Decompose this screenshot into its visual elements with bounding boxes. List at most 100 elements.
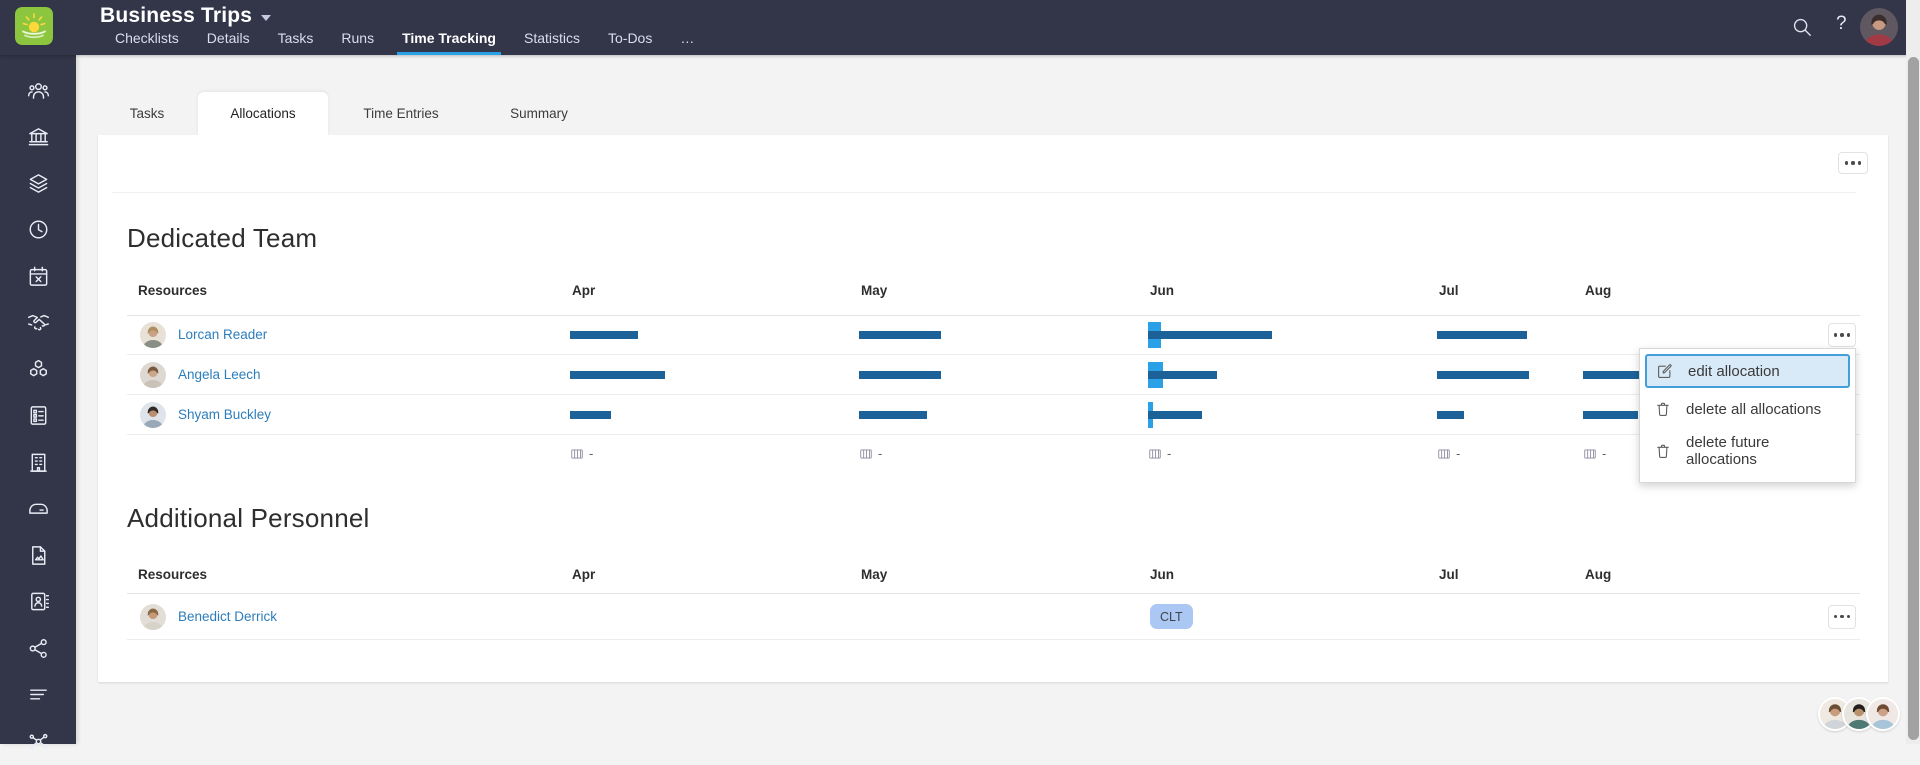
avatar[interactable] [140, 322, 166, 348]
tab-time-entries[interactable]: Time Entries [363, 106, 439, 121]
menu-item-delete-future-allocations[interactable]: delete future allocations [1640, 426, 1855, 476]
nav-tab-runs[interactable]: Runs [341, 30, 375, 46]
footer-total-value: - [589, 446, 594, 461]
clock-icon [27, 218, 50, 241]
allocation-bar[interactable] [859, 411, 927, 419]
footer-total-apr: - [570, 446, 593, 461]
avatar[interactable] [140, 362, 166, 388]
bank-icon [27, 125, 50, 148]
sidebar-item-car[interactable] [0, 486, 76, 533]
document-image-icon [27, 544, 50, 567]
allocation-bar[interactable] [1148, 371, 1217, 379]
allocation-bar[interactable] [1148, 331, 1272, 339]
column-header-jul: Jul [1439, 283, 1459, 298]
weeks-icon [1583, 447, 1597, 461]
app-logo-icon[interactable] [15, 7, 53, 45]
footer-total-jul: - [1437, 446, 1460, 461]
allocation-bar[interactable] [570, 411, 611, 419]
scrollbar[interactable] [1906, 0, 1920, 744]
trash-icon [1654, 442, 1672, 460]
avatar[interactable] [140, 603, 166, 630]
allocation-bar[interactable] [570, 331, 638, 339]
allocation-badge[interactable]: CLT [1150, 604, 1193, 629]
menu-item-label: edit allocation [1688, 362, 1780, 380]
resource-name-link[interactable]: Lorcan Reader [178, 327, 268, 342]
sidebar-item-handshake[interactable] [0, 300, 76, 347]
allocation-bar[interactable] [859, 371, 941, 379]
search-icon[interactable] [1791, 16, 1813, 43]
contacts-icon [27, 590, 50, 613]
chevron-down-icon [261, 15, 272, 21]
sidebar-item-people[interactable] [0, 67, 76, 114]
nav-tab-details[interactable]: Details [206, 30, 250, 46]
resource-name-link[interactable]: Angela Leech [178, 367, 261, 382]
resource-name-link[interactable]: Benedict Derrick [178, 608, 278, 624]
nav-tab-to-dos[interactable]: To-Dos [608, 30, 653, 46]
sidebar-item-share[interactable] [0, 625, 76, 672]
column-header-jun: Jun [1150, 567, 1175, 582]
project-title[interactable]: Business Trips [100, 4, 272, 28]
sidebar-item-calendar-x[interactable] [0, 253, 76, 300]
column-header-resources: Resources [138, 567, 208, 582]
building-icon [27, 451, 50, 474]
sidebar-item-network[interactable] [0, 718, 76, 765]
card-more-button[interactable] [1838, 152, 1868, 174]
allocation-bar[interactable] [859, 331, 941, 339]
sidebar-item-checklist[interactable] [0, 393, 76, 440]
help-icon[interactable]: ? [1836, 13, 1847, 34]
sidebar-item-contacts[interactable] [0, 579, 76, 626]
context-menu: edit allocation delete all allocations del… [1639, 348, 1856, 483]
tab-tasks[interactable]: Tasks [129, 106, 165, 121]
nav-tab-statistics[interactable]: Statistics [523, 30, 580, 46]
people-icon [27, 79, 50, 102]
allocation-bar[interactable] [1437, 411, 1464, 419]
allocation-bar[interactable] [1437, 331, 1527, 339]
nav-tab-tasks[interactable]: Tasks [277, 30, 314, 46]
menu-item-label: delete future allocations [1686, 434, 1770, 468]
sidebar-item-document-image[interactable] [0, 532, 76, 579]
menu-item-label: delete all allocations [1686, 400, 1822, 418]
allocation-bar[interactable] [1583, 371, 1661, 379]
menu-item-delete-all-allocations[interactable]: delete all allocations [1640, 392, 1855, 426]
edit-icon [1656, 362, 1674, 380]
row-more-button[interactable] [1828, 604, 1856, 629]
calendar-x-icon [27, 265, 50, 288]
menu-item-edit-allocation[interactable]: edit allocation [1645, 354, 1850, 388]
column-header-aug: Aug [1585, 567, 1612, 582]
avatar[interactable] [140, 402, 166, 428]
lines-icon [27, 683, 50, 706]
resource-name-link[interactable]: Shyam Buckley [178, 407, 272, 422]
column-header-may: May [861, 567, 888, 582]
row-more-button[interactable] [1828, 323, 1856, 347]
resource-row: Lorcan Reader [98, 315, 1888, 355]
nav-tab-time-tracking[interactable]: Time Tracking [397, 30, 501, 55]
nav-tab-checklists[interactable]: Checklists [115, 30, 179, 46]
tab-allocations[interactable]: Allocations [198, 92, 328, 135]
header-nav: Checklists Details Tasks Runs Time Tracking S… [113, 30, 696, 55]
footer-total-value: - [1456, 446, 1461, 461]
sidebar-item-building[interactable] [0, 439, 76, 486]
allocation-bar[interactable] [1148, 411, 1202, 419]
weeks-icon [1437, 447, 1451, 461]
sidebar-item-clock[interactable] [0, 207, 76, 254]
member-avatar[interactable] [1866, 697, 1900, 731]
tab-summary[interactable]: Summary [510, 106, 568, 121]
scrollbar-thumb[interactable] [1907, 57, 1919, 740]
resource-row: Benedict Derrick CLT [98, 593, 1888, 640]
project-title-label: Business Trips [100, 4, 253, 27]
nav-tab-more[interactable]: … [680, 30, 695, 46]
sidebar-item-lines[interactable] [0, 672, 76, 719]
allocation-bar[interactable] [1437, 371, 1529, 379]
trash-icon [1654, 400, 1672, 418]
footer-total-aug: - [1583, 446, 1606, 461]
allocation-bar[interactable] [1583, 411, 1638, 419]
footer-total-may: - [859, 446, 882, 461]
weeks-icon [1148, 447, 1162, 461]
user-avatar[interactable] [1860, 8, 1898, 46]
sidebar-item-bank[interactable] [0, 114, 76, 161]
allocation-bar[interactable] [570, 371, 665, 379]
handshake-icon [27, 311, 50, 334]
sidebar-item-cubes[interactable] [0, 346, 76, 393]
footer-total-jun: - [1148, 446, 1171, 461]
sidebar-item-layers[interactable] [0, 160, 76, 207]
